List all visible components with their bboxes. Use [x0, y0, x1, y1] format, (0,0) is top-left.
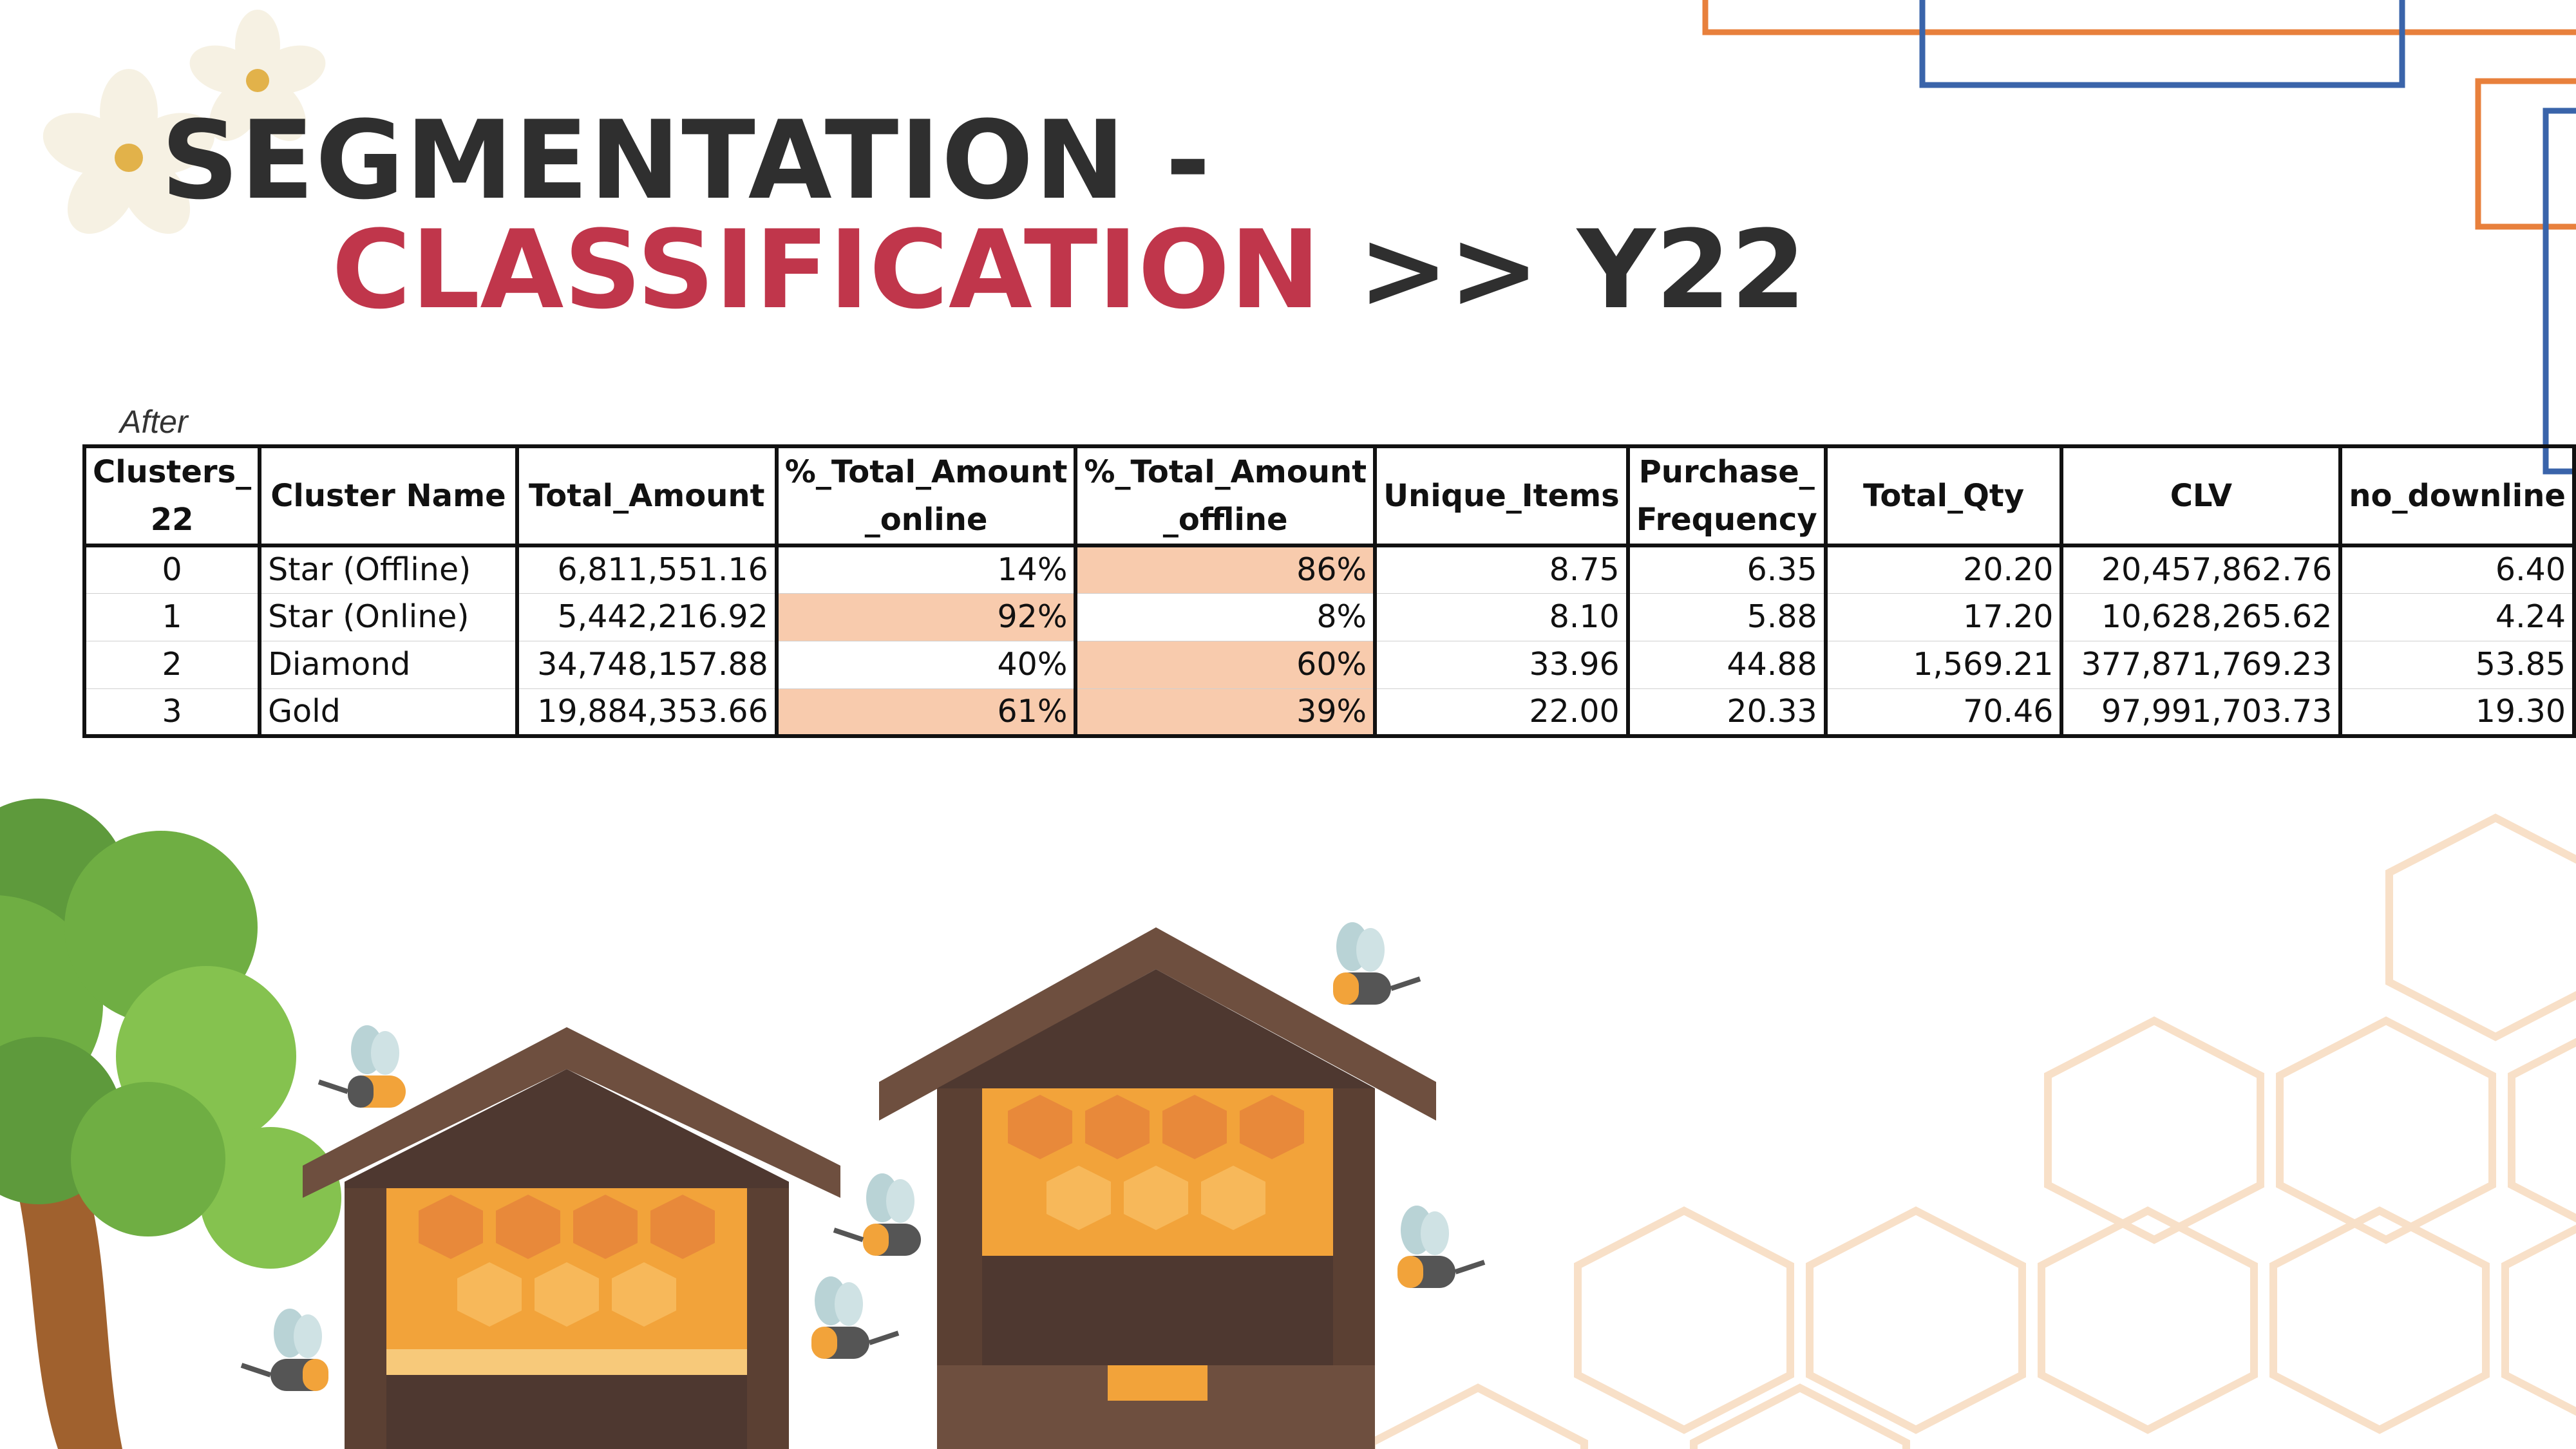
table-header-row: Clusters_ 22 Cluster Name Total_Amount %…: [82, 444, 2576, 547]
table-cell: 40%: [776, 640, 1078, 689]
table-cell: 17.20: [1825, 592, 2064, 641]
table-cell: 2: [82, 640, 262, 689]
table-cell: 0: [82, 545, 262, 594]
table-cell: 1,569.21: [1825, 640, 2064, 689]
table-cell: 34,748,157.88: [516, 640, 779, 689]
header-cell: Cluster Name: [258, 444, 519, 547]
slide-title-line2: CLASSIFICATION >> Y22: [332, 216, 1806, 324]
table-cell: 60%: [1075, 640, 1378, 689]
table-cell: 86%: [1075, 545, 1378, 594]
table-cell: 4.24: [2340, 592, 2576, 641]
table-cell: 14%: [776, 545, 1078, 594]
table-cell: 8.75: [1374, 545, 1630, 594]
table-cell: 6,811,551.16: [516, 545, 779, 594]
header-cell: Total_Qty: [1823, 444, 2064, 547]
table-cell: 20.33: [1627, 688, 1828, 738]
table-cell: 61%: [776, 688, 1078, 738]
table-cell: 6.35: [1627, 545, 1828, 594]
table-cell: 92%: [776, 592, 1078, 641]
table-cell: 70.46: [1825, 688, 2064, 738]
bee-illustrations: [240, 922, 1486, 1391]
table-cell: 3: [82, 688, 262, 738]
table-cell: 8%: [1075, 592, 1378, 641]
table-cell: 8.10: [1374, 592, 1630, 641]
header-cell: Clusters_ 22: [82, 444, 262, 547]
header-cell: Total_Amount: [515, 444, 779, 547]
table-cell: 19,884,353.66: [516, 688, 779, 738]
table-cell: 377,871,769.23: [2061, 640, 2343, 689]
table-cell: 10,628,265.62: [2061, 592, 2343, 641]
table-caption: After: [120, 404, 188, 440]
table-cell: 22.00: [1374, 688, 1630, 738]
table-cell: 53.85: [2340, 640, 2576, 689]
header-cell: CLV: [2060, 444, 2343, 547]
table-cell: 39%: [1075, 688, 1378, 738]
table-cell: 5.88: [1627, 592, 1828, 641]
table-cell: 1: [82, 592, 262, 641]
beehive-right-illustration: [879, 927, 1436, 1449]
honeycomb-decoration: [1368, 813, 2576, 1449]
table-cell: 19.30: [2340, 688, 2576, 738]
table-cell: Diamond: [259, 640, 519, 689]
table-cell: 6.40: [2340, 545, 2576, 594]
segmentation-table: Clusters_ 22 Cluster Name Total_Amount %…: [82, 444, 2576, 738]
header-cell: %_Total_Amount _online: [774, 444, 1078, 547]
header-cell: Purchase_ Frequency: [1625, 444, 1828, 547]
table-cell: Star (Online): [259, 592, 519, 641]
frame-lines: [1702, 0, 2576, 475]
header-cell: %_Total_Amount _offline: [1074, 444, 1378, 547]
table-row: 3 Gold 19,884,353.66 61% 39% 22.00 20.33…: [82, 688, 2576, 738]
table-cell: 97,991,703.73: [2061, 688, 2343, 738]
tree-illustration: [0, 799, 341, 1449]
table-cell: Gold: [259, 688, 519, 738]
table-row: 0 Star (Offline) 6,811,551.16 14% 86% 8.…: [82, 545, 2576, 594]
table-cell: 44.88: [1627, 640, 1828, 689]
beehive-left-illustration: [303, 1027, 840, 1449]
table-cell: 5,442,216.92: [516, 592, 779, 641]
table-cell: 20,457,862.76: [2061, 545, 2343, 594]
table-row: 1 Star (Online) 5,442,216.92 92% 8% 8.10…: [82, 592, 2576, 641]
flower-decoration: [43, 10, 326, 234]
table-cell: 33.96: [1374, 640, 1630, 689]
table-cell: 20.20: [1825, 545, 2064, 594]
header-cell: no_downline: [2338, 444, 2576, 547]
table-cell: Star (Offline): [259, 545, 519, 594]
title-highlight: CLASSIFICATION: [332, 207, 1321, 333]
table-row: 2 Diamond 34,748,157.88 40% 60% 33.96 44…: [82, 640, 2576, 689]
header-cell: Unique_Items: [1373, 444, 1630, 547]
slide-title-line1: SEGMENTATION -: [161, 97, 1212, 223]
title-suffix: >> Y22: [1320, 207, 1806, 333]
